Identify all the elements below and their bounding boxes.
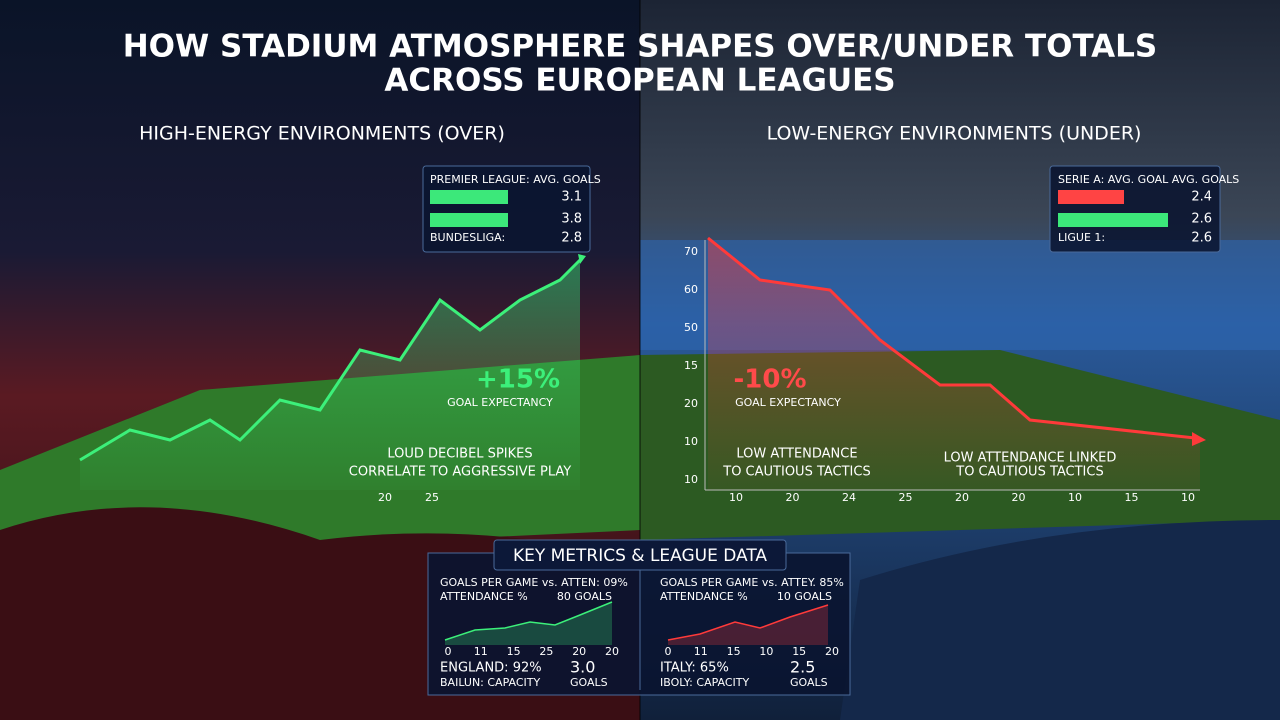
axis-label: 10	[1068, 491, 1082, 504]
goals-label: GOALS	[790, 676, 828, 689]
axis-label: 24	[842, 491, 856, 504]
axis-label: 70	[684, 245, 698, 258]
axis-label: 15	[792, 645, 806, 658]
axis-label: 20	[684, 397, 698, 410]
axis-label: 0	[665, 645, 672, 658]
legend-value: 2.6	[1191, 212, 1212, 227]
axis-label: 20	[1012, 491, 1026, 504]
card-label: 10 GOALS	[777, 590, 832, 603]
axis-label: 20	[572, 645, 586, 658]
axis-label: 25	[539, 645, 553, 658]
legend-box: SERIE A: AVG. GOAL AVG. GOALS LIGUE 1: 2…	[1049, 165, 1239, 253]
caption: TO CAUTIOUS TACTICS	[955, 465, 1103, 480]
goals-label: GOALS	[570, 676, 608, 689]
goals: 3.0	[570, 658, 595, 677]
title: ACROSS EUROPEAN LEAGUES	[384, 63, 895, 99]
card-label: GOALS PER GAME vs. ATTEY. 85%	[660, 576, 844, 589]
legend-title: SERIE A: AVG. GOAL AVG. GOALS	[1058, 173, 1239, 186]
caption: LOW ATTENDANCE	[736, 447, 857, 462]
metrics-panel: KEY METRICS & LEAGUE DATA	[427, 539, 851, 696]
country: ENGLAND: 92%	[440, 661, 542, 676]
axis-label: 0	[445, 645, 452, 658]
goals: 2.5	[790, 658, 815, 677]
axis-label: 25	[425, 491, 439, 504]
axis-label: 10	[729, 491, 743, 504]
legend-title: PREMIER LEAGUE: AVG. GOALS	[430, 173, 601, 186]
legend-label: BUNDESLIGA:	[430, 231, 505, 244]
caption: LOW ATTENDANCE LINKED	[944, 451, 1117, 466]
caption: TO CAUTIOUS TACTICS	[722, 465, 870, 480]
stat: +15%	[476, 365, 560, 395]
axis-label: 20	[955, 491, 969, 504]
card-label: ATTENDANCE %	[660, 590, 748, 603]
stat-label: GOAL EXPECTANCY	[735, 396, 841, 409]
country-sub: BAILUN: CAPACITY	[440, 676, 540, 689]
section-heading: HIGH-ENERGY ENVIRONMENTS (OVER)	[139, 123, 505, 145]
axis-label: 11	[694, 645, 708, 658]
axis-label: 10	[1181, 491, 1195, 504]
axis-label: 25	[899, 491, 913, 504]
axis-label: 15	[727, 645, 741, 658]
legend-value: 2.8	[561, 231, 582, 246]
axis-label: 11	[474, 645, 488, 658]
axis-label: 60	[684, 283, 698, 296]
axis-label: 20	[825, 645, 839, 658]
axis-label: 20	[378, 491, 392, 504]
card-label: GOALS PER GAME vs. ATTEN: 09%	[440, 576, 628, 589]
stat-label: GOAL EXPECTANCY	[447, 396, 553, 409]
axis-label: 15	[1125, 491, 1139, 504]
stat: -10%	[733, 365, 806, 395]
panel-title: KEY METRICS & LEAGUE DATA	[513, 546, 767, 566]
axis-label: 20	[786, 491, 800, 504]
country: ITALY: 65%	[660, 661, 729, 676]
trend-lines	[79, 236, 1206, 490]
legend-value: 2.6	[1191, 231, 1212, 246]
caption: CORRELATE TO AGGRESSIVE PLAY	[349, 465, 572, 480]
card-label: ATTENDANCE %	[440, 590, 528, 603]
axis-label: 20	[605, 645, 619, 658]
country-sub: IBOLY: CAPACITY	[660, 676, 749, 689]
legend-value: 3.8	[561, 212, 582, 227]
section-heading: LOW-ENERGY ENVIRONMENTS (UNDER)	[767, 123, 1142, 145]
axis-label: 15	[507, 645, 521, 658]
legend-label: LIGUE 1:	[1058, 231, 1105, 244]
axis-label: 10	[759, 645, 773, 658]
axis-label: 15	[684, 359, 698, 372]
axis-label: 50	[684, 321, 698, 334]
legend-box: PREMIER LEAGUE: AVG. GOALS BUNDESLIGA: 3…	[422, 165, 601, 253]
axis-label: 10	[684, 435, 698, 448]
title: HOW STADIUM ATMOSPHERE SHAPES OVER/UNDER…	[123, 29, 1158, 65]
axis-label: 10	[684, 473, 698, 486]
legend-value: 2.4	[1191, 190, 1212, 205]
legend-value: 3.1	[561, 190, 582, 205]
caption: LOUD DECIBEL SPIKES	[387, 447, 532, 462]
card-label: 80 GOALS	[557, 590, 612, 603]
